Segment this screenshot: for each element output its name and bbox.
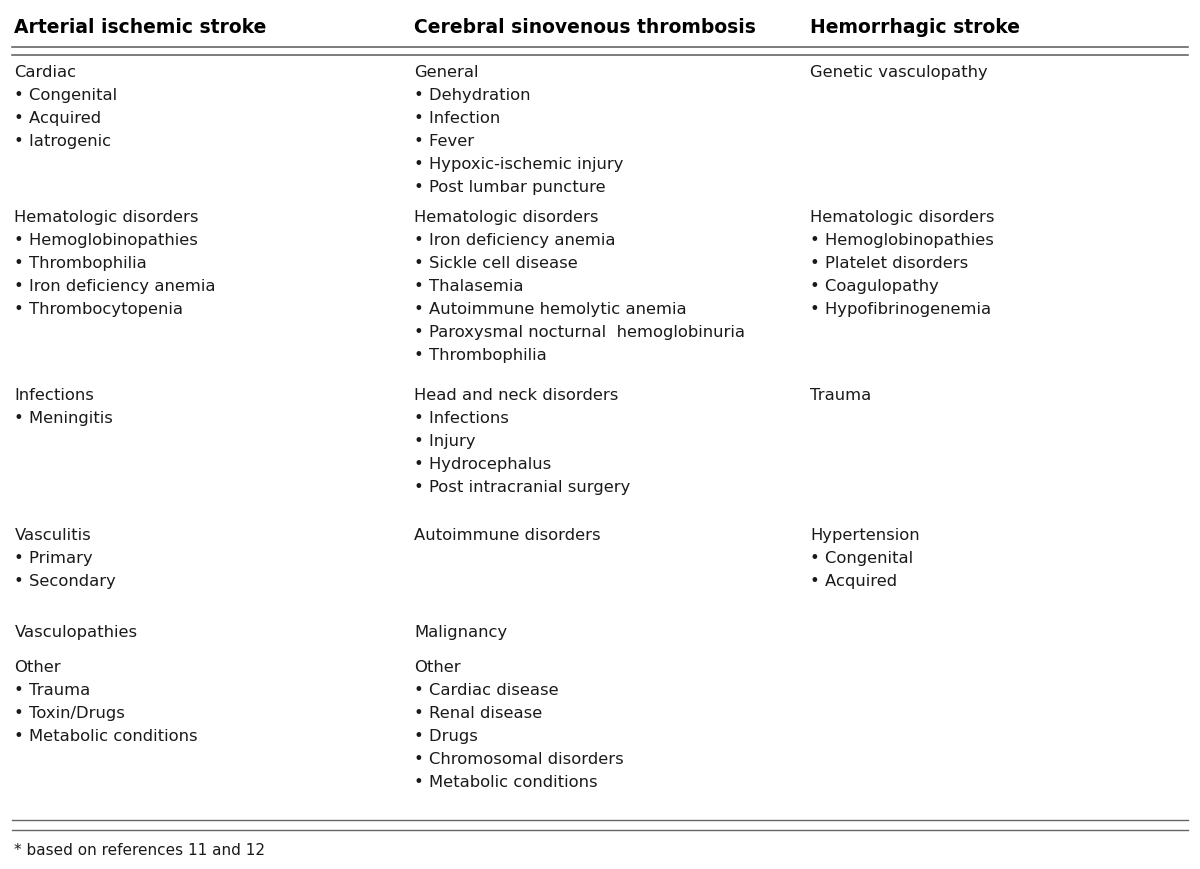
Text: • Cardiac disease: • Cardiac disease <box>414 683 559 698</box>
Text: • Platelet disorders: • Platelet disorders <box>810 256 968 271</box>
Text: • Iron deficiency anemia: • Iron deficiency anemia <box>14 279 216 294</box>
Text: Trauma: Trauma <box>810 388 871 403</box>
Text: • Primary: • Primary <box>14 551 94 566</box>
Text: • Fever: • Fever <box>414 134 474 149</box>
Text: • Thrombocytopenia: • Thrombocytopenia <box>14 302 184 317</box>
Text: • Dehydration: • Dehydration <box>414 88 530 103</box>
Text: Malignancy: Malignancy <box>414 625 508 640</box>
Text: • Acquired: • Acquired <box>14 111 102 126</box>
Text: Arterial ischemic stroke: Arterial ischemic stroke <box>14 18 266 37</box>
Text: • Infection: • Infection <box>414 111 500 126</box>
Text: General: General <box>414 65 479 80</box>
Text: Infections: Infections <box>14 388 95 403</box>
Text: • Secondary: • Secondary <box>14 574 116 589</box>
Text: • Thalasemia: • Thalasemia <box>414 279 523 294</box>
Text: Hematologic disorders: Hematologic disorders <box>14 210 199 225</box>
Text: • Sickle cell disease: • Sickle cell disease <box>414 256 577 271</box>
Text: • Chromosomal disorders: • Chromosomal disorders <box>414 752 624 767</box>
Text: • Hemoglobinopathies: • Hemoglobinopathies <box>810 233 994 248</box>
Text: • Metabolic conditions: • Metabolic conditions <box>414 775 598 790</box>
Text: Vasculitis: Vasculitis <box>14 528 91 543</box>
Text: • Thrombophilia: • Thrombophilia <box>14 256 148 271</box>
Text: • Iron deficiency anemia: • Iron deficiency anemia <box>414 233 616 248</box>
Text: Hemorrhagic stroke: Hemorrhagic stroke <box>810 18 1020 37</box>
Text: • Infections: • Infections <box>414 411 509 426</box>
Text: • Post lumbar puncture: • Post lumbar puncture <box>414 180 606 195</box>
Text: • Congenital: • Congenital <box>14 88 118 103</box>
Text: Cerebral sinovenous thrombosis: Cerebral sinovenous thrombosis <box>414 18 756 37</box>
Text: Cardiac: Cardiac <box>14 65 77 80</box>
Text: • Acquired: • Acquired <box>810 574 898 589</box>
Text: Other: Other <box>14 660 61 675</box>
Text: * based on references 11 and 12: * based on references 11 and 12 <box>14 843 265 858</box>
Text: • Hemoglobinopathies: • Hemoglobinopathies <box>14 233 198 248</box>
Text: Other: Other <box>414 660 461 675</box>
Text: • Iatrogenic: • Iatrogenic <box>14 134 112 149</box>
Text: • Autoimmune hemolytic anemia: • Autoimmune hemolytic anemia <box>414 302 686 317</box>
Text: • Trauma: • Trauma <box>14 683 91 698</box>
Text: Hematologic disorders: Hematologic disorders <box>810 210 995 225</box>
Text: • Hydrocephalus: • Hydrocephalus <box>414 457 551 472</box>
Text: • Congenital: • Congenital <box>810 551 913 566</box>
Text: Autoimmune disorders: Autoimmune disorders <box>414 528 601 543</box>
Text: Genetic vasculopathy: Genetic vasculopathy <box>810 65 988 80</box>
Text: • Paroxysmal nocturnal  hemoglobinuria: • Paroxysmal nocturnal hemoglobinuria <box>414 325 745 340</box>
Text: • Toxin/Drugs: • Toxin/Drugs <box>14 706 125 721</box>
Text: • Post intracranial surgery: • Post intracranial surgery <box>414 480 630 495</box>
Text: • Renal disease: • Renal disease <box>414 706 542 721</box>
Text: • Coagulopathy: • Coagulopathy <box>810 279 938 294</box>
Text: • Injury: • Injury <box>414 434 475 449</box>
Text: Vasculopathies: Vasculopathies <box>14 625 138 640</box>
Text: • Meningitis: • Meningitis <box>14 411 113 426</box>
Text: Hypertension: Hypertension <box>810 528 919 543</box>
Text: • Hypoxic-ischemic injury: • Hypoxic-ischemic injury <box>414 157 624 172</box>
Text: • Drugs: • Drugs <box>414 729 478 744</box>
Text: • Hypofibrinogenemia: • Hypofibrinogenemia <box>810 302 991 317</box>
Text: • Metabolic conditions: • Metabolic conditions <box>14 729 198 744</box>
Text: Hematologic disorders: Hematologic disorders <box>414 210 599 225</box>
Text: Head and neck disorders: Head and neck disorders <box>414 388 618 403</box>
Text: • Thrombophilia: • Thrombophilia <box>414 348 547 363</box>
